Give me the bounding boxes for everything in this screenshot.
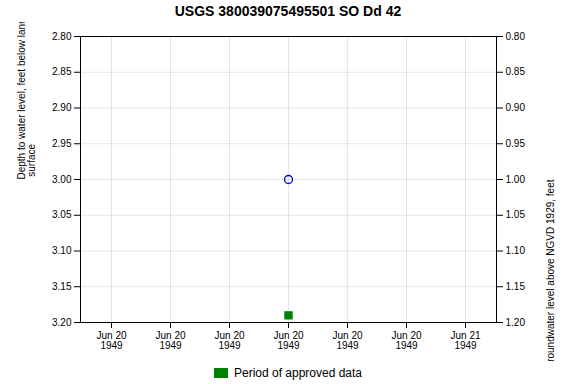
svg-text:0.85: 0.85	[506, 66, 526, 77]
svg-text:2.80: 2.80	[52, 31, 72, 42]
html-text:Period of approved data: Period of approved data	[234, 366, 362, 380]
svg-text:Jun 201949: Jun 201949	[214, 330, 244, 351]
svg-text:Jun 201949: Jun 201949	[332, 330, 362, 351]
html-text:USGS 380039075495501 SO Dd 42: USGS 380039075495501 SO Dd 42	[174, 3, 402, 19]
svg-text:3.00: 3.00	[52, 174, 72, 185]
svg-text:1.15: 1.15	[506, 281, 526, 292]
svg-text:3.10: 3.10	[52, 245, 72, 256]
svg-text:Jun 201949: Jun 201949	[155, 330, 185, 351]
svg-text:3.05: 3.05	[52, 209, 72, 220]
svg-text:Depth to water level, feet bel: Depth to water level, feet below land su…	[16, 22, 37, 180]
svg-text:1.20: 1.20	[506, 317, 526, 328]
svg-text:0.90: 0.90	[506, 102, 526, 113]
svg-text:Jun 201949: Jun 201949	[391, 330, 421, 351]
svg-text:0.95: 0.95	[506, 138, 526, 149]
svg-text:2.95: 2.95	[52, 138, 72, 149]
svg-text:Jun 201949: Jun 201949	[273, 330, 303, 351]
svg-text:1.10: 1.10	[506, 245, 526, 256]
svg-text:3.20: 3.20	[52, 317, 72, 328]
svg-text:Groundwater level above NGVD 1: Groundwater level above NGVD 1929, feet	[545, 179, 556, 362]
svg-text:1.00: 1.00	[506, 174, 526, 185]
svg-text:0.80: 0.80	[506, 31, 526, 42]
svg-text:1.05: 1.05	[506, 209, 526, 220]
svg-text:2.85: 2.85	[52, 66, 72, 77]
svg-text:Jun 201949: Jun 201949	[96, 330, 126, 351]
svg-text:3.15: 3.15	[52, 281, 72, 292]
svg-text:2.90: 2.90	[52, 102, 72, 113]
svg-text:Jun 211949: Jun 211949	[450, 330, 480, 351]
